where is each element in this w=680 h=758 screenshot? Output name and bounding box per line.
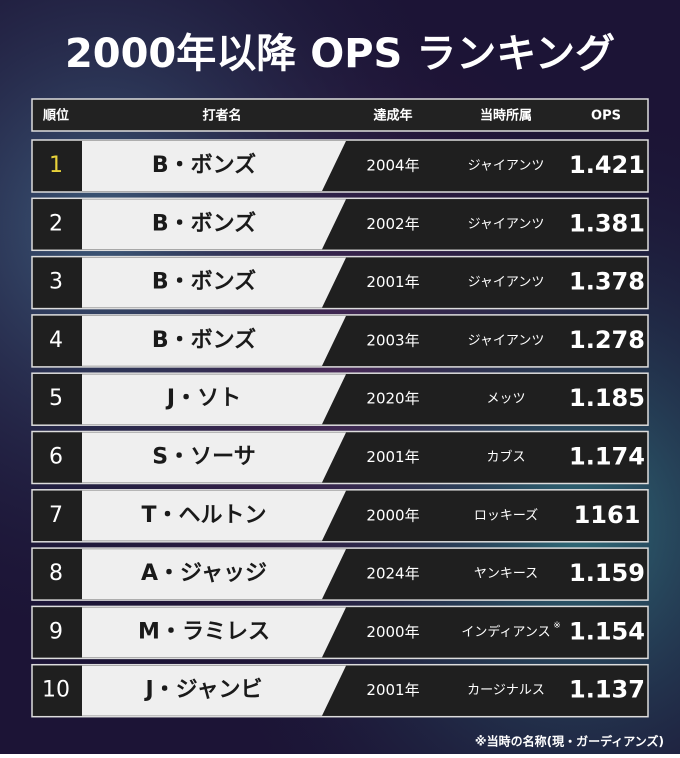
ops: 1.154 xyxy=(569,617,645,645)
player-name: A・ジャッジ xyxy=(141,561,267,586)
player-name: S・ソーサ xyxy=(152,445,255,470)
rank: 10 xyxy=(42,678,70,703)
header-cell: 達成年 xyxy=(373,108,412,124)
ops: 1.159 xyxy=(569,559,645,587)
rank: 2 xyxy=(49,211,63,236)
rank: 7 xyxy=(49,503,63,528)
ops: 1.174 xyxy=(569,443,645,471)
team: ロッキーズ xyxy=(474,507,538,523)
rank: 4 xyxy=(49,328,63,353)
ops: 1.381 xyxy=(569,209,645,237)
player-name: J・ソト xyxy=(165,386,241,411)
name-cell xyxy=(82,607,346,658)
header-cell: 打者名 xyxy=(202,108,241,124)
rank: 5 xyxy=(49,386,63,411)
ops: 1.278 xyxy=(569,326,645,354)
year: 2000年 xyxy=(366,623,419,641)
year: 2003年 xyxy=(366,331,419,349)
name-cell xyxy=(82,141,346,191)
team: メッツ xyxy=(486,392,525,407)
header-row xyxy=(31,98,649,132)
player-name: B・ボンズ xyxy=(152,327,256,353)
year: 2004年 xyxy=(366,157,419,175)
year: 2020年 xyxy=(366,390,419,408)
header-cell: OPS xyxy=(591,109,621,124)
ops: 1161 xyxy=(574,501,641,529)
player-name: B・ボンズ xyxy=(152,210,256,236)
name-cell xyxy=(82,315,346,366)
player-name: J・ジャンビ xyxy=(143,678,262,703)
footnote: ※当時の名称(現・ガーディアンズ) xyxy=(475,734,664,749)
name-cell xyxy=(82,490,346,541)
year: 2001年 xyxy=(366,273,419,291)
header-cell: 当時所属 xyxy=(480,108,532,124)
team: カージナルス xyxy=(467,683,545,698)
player-name: B・ボンズ xyxy=(152,152,256,178)
team: ヤンキース xyxy=(474,567,538,582)
team: インディアンス xyxy=(461,624,550,640)
year: 2001年 xyxy=(366,448,419,466)
name-cell xyxy=(82,374,346,425)
name-cell xyxy=(82,549,346,600)
player-name: T・ヘルトン xyxy=(141,503,266,528)
rank: 8 xyxy=(49,561,63,586)
year: 2001年 xyxy=(366,681,419,699)
ops: 1.421 xyxy=(569,151,645,179)
rank: 3 xyxy=(49,270,63,295)
name-cell xyxy=(82,432,346,483)
year: 2000年 xyxy=(366,506,419,524)
year: 2024年 xyxy=(366,565,419,583)
player-name: B・ボンズ xyxy=(152,269,256,295)
ops: 1.185 xyxy=(569,384,645,412)
ops: 1.137 xyxy=(569,676,645,704)
name-cell xyxy=(82,665,346,716)
rank: 1 xyxy=(49,153,63,178)
team: ジャイアンツ xyxy=(468,333,545,348)
name-cell xyxy=(82,257,346,308)
player-name: M・ラミレス xyxy=(138,619,270,644)
title: 2000年以降 OPS ランキング xyxy=(65,31,615,77)
team: ジャイアンツ xyxy=(468,275,545,290)
rank: 6 xyxy=(49,445,63,470)
ops: 1.378 xyxy=(569,268,645,296)
team: カブス xyxy=(486,449,525,465)
name-cell xyxy=(82,199,346,250)
year: 2002年 xyxy=(366,215,419,233)
rank: 9 xyxy=(49,619,63,644)
header-cell: 順位 xyxy=(43,108,69,124)
team-note-mark: ※ xyxy=(553,621,561,631)
team: ジャイアンツ xyxy=(468,159,545,174)
team: ジャイアンツ xyxy=(468,217,545,232)
